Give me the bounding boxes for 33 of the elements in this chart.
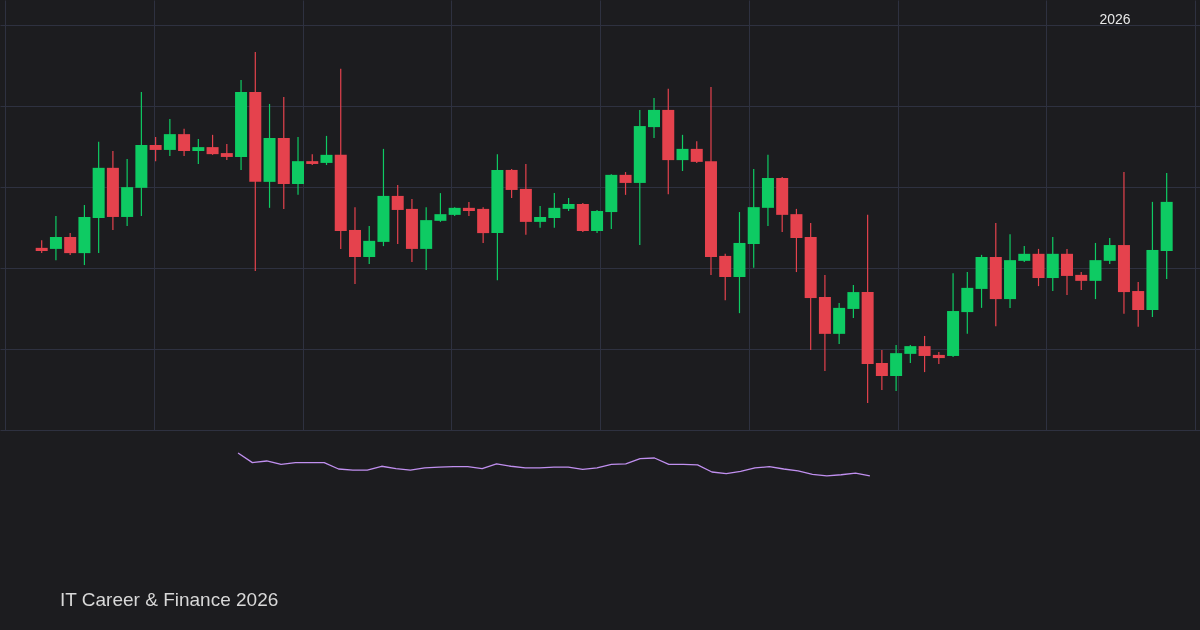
text: IT Career & Finance 2026 — [60, 589, 279, 610]
candlestick — [363, 225, 376, 265]
candlestick — [49, 215, 62, 261]
candlestick — [890, 344, 903, 392]
candlestick — [192, 138, 205, 165]
candlestick — [391, 184, 404, 245]
candlestick — [1103, 237, 1116, 265]
candlestick — [548, 192, 561, 229]
candlestick — [591, 209, 604, 234]
text: 2026 — [1099, 11, 1131, 27]
candlestick — [790, 208, 803, 273]
candlestick — [178, 128, 191, 157]
candlestick — [320, 135, 333, 166]
candlestick — [462, 201, 475, 217]
candlestick — [719, 253, 732, 301]
candlestick — [292, 136, 305, 196]
candlestick — [64, 232, 77, 256]
candlestick — [1132, 281, 1145, 328]
candlestick — [149, 136, 162, 162]
candlestick — [619, 171, 632, 196]
candlestick — [534, 205, 547, 229]
candlestick — [206, 134, 219, 156]
candlestick — [690, 140, 703, 164]
candlestick — [648, 97, 661, 139]
candlestick — [1061, 248, 1073, 296]
candlestick — [847, 284, 860, 319]
candlestick — [163, 118, 176, 157]
candlestick — [676, 134, 689, 172]
candlestick — [505, 168, 518, 199]
candlestick — [1089, 242, 1102, 300]
candlestick — [875, 349, 888, 391]
candlestick — [434, 192, 447, 223]
candlestick — [918, 335, 931, 373]
